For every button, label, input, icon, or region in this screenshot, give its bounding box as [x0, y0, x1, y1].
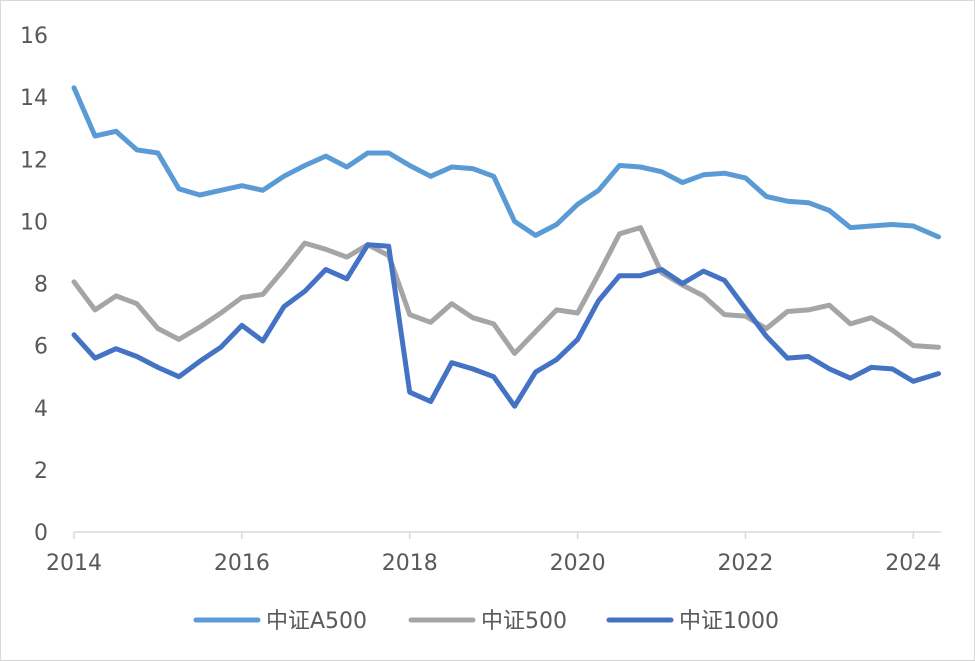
x-tick-label: 2016	[214, 551, 270, 576]
series-lines	[71, 85, 941, 409]
y-tick-label: 12	[20, 148, 48, 173]
y-tick-label: 6	[34, 335, 48, 360]
x-tick-label: 2018	[382, 551, 438, 576]
x-tick-label: 2022	[717, 551, 773, 576]
legend-label: 中证1000	[679, 609, 779, 634]
legend-label: 中证500	[481, 609, 567, 634]
x-tick-label: 2020	[550, 551, 606, 576]
y-tick-label: 8	[34, 273, 48, 298]
y-tick-label: 10	[20, 210, 48, 235]
y-tick-label: 0	[34, 521, 48, 546]
x-tick-label: 2014	[46, 551, 102, 576]
legend-label: 中证A500	[266, 609, 367, 634]
y-tick-label: 2	[34, 459, 48, 484]
x-axis: 2014 2016 2018 2020 2022 2024	[46, 531, 941, 576]
legend: 中证A500 中证500 中证1000	[193, 609, 779, 634]
x-tick-label: 2024	[885, 551, 941, 576]
y-tick-label: 4	[34, 397, 48, 422]
y-tick-label: 16	[20, 24, 48, 49]
y-axis-ticks: 0 2 4 6 8 10 12 14 16	[20, 24, 48, 546]
series-line-3	[71, 242, 941, 409]
y-tick-label: 14	[20, 86, 48, 111]
series-line-1	[71, 85, 941, 240]
series-line-2	[71, 225, 941, 356]
